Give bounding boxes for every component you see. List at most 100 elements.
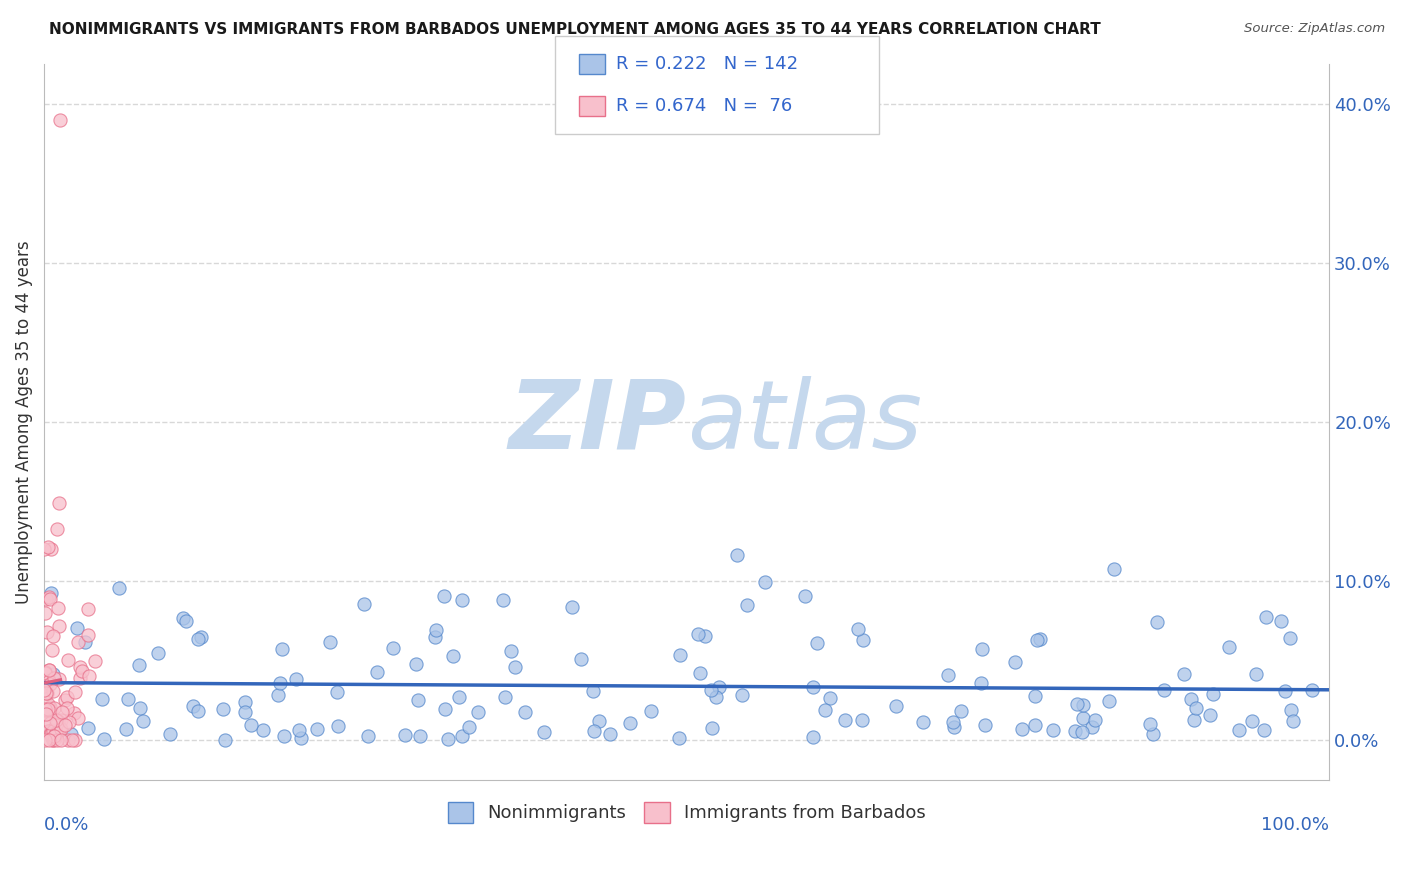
Point (66, 621, 89, 635)
Point (48, 721, 70, 735)
Point (449, 690, 471, 705)
Point (70, 664, 93, 678)
Point (285, 673, 308, 687)
Point (146, 646, 169, 660)
Point (1279, 703, 1302, 717)
Point (912, 714, 935, 729)
Point (318, 635, 340, 649)
Point (1071, 711, 1094, 725)
Point (38, 664, 60, 678)
Point (41, 730, 63, 744)
Point (58, 653, 80, 667)
Point (46, 714, 69, 728)
Point (45, 713, 67, 727)
Point (212, 702, 235, 716)
Point (515, 705, 537, 719)
Point (852, 632, 875, 647)
Point (34, 666, 56, 681)
Point (187, 632, 209, 647)
Point (973, 717, 995, 731)
Point (1270, 614, 1292, 628)
Point (353, 597, 375, 611)
Point (91, 692, 114, 706)
Point (63, 706, 86, 721)
Legend: Nonimmigrants, Immigrants from Barbados: Nonimmigrants, Immigrants from Barbados (443, 797, 931, 829)
Point (640, 704, 662, 718)
Point (77, 669, 100, 683)
Point (117, 691, 139, 706)
Point (599, 727, 621, 741)
Point (34, 714, 56, 728)
Point (794, 590, 817, 604)
Point (84, 654, 107, 668)
Point (37, 702, 59, 716)
Point (582, 683, 605, 698)
Point (1064, 723, 1087, 738)
Point (39, 705, 62, 719)
Point (1180, 692, 1202, 706)
Point (735, 599, 758, 613)
Point (39, 677, 62, 691)
Point (58, 715, 80, 730)
Point (42, 733, 65, 747)
Point (34, 733, 56, 747)
Text: 0.0%: 0.0% (44, 816, 90, 834)
Point (1153, 683, 1175, 698)
Point (53, 718, 76, 732)
Point (46, 601, 69, 615)
Point (77, 628, 100, 642)
Point (67, 711, 90, 725)
Point (803, 730, 825, 744)
Point (51, 722, 73, 736)
Point (730, 688, 752, 702)
Point (34, 724, 56, 739)
Point (159, 727, 181, 741)
Point (970, 642, 993, 657)
Point (273, 729, 295, 743)
Point (1146, 615, 1168, 630)
Point (34, 702, 56, 716)
Point (51, 713, 73, 727)
Point (408, 692, 430, 706)
Point (1227, 723, 1250, 737)
Point (42, 683, 65, 698)
Point (38, 590, 60, 604)
Point (240, 717, 263, 731)
Point (1025, 633, 1047, 648)
Text: NONIMMIGRANTS VS IMMIGRANTS FROM BARBADOS UNEMPLOYMENT AMONG AGES 35 TO 44 YEARS: NONIMMIGRANTS VS IMMIGRANTS FROM BARBADO… (49, 22, 1101, 37)
Point (38, 715, 60, 730)
Point (39, 585, 62, 599)
Point (37, 697, 59, 711)
Point (1244, 666, 1267, 681)
Point (846, 622, 869, 636)
Point (51, 733, 73, 747)
Point (37, 540, 59, 554)
Point (326, 685, 349, 699)
Point (700, 683, 723, 698)
Point (45, 522, 67, 536)
Point (501, 644, 523, 658)
Point (433, 702, 456, 716)
Point (801, 680, 824, 694)
Point (174, 614, 197, 628)
Point (35, 686, 58, 700)
Point (806, 636, 828, 650)
Point (437, 731, 460, 746)
Point (44, 731, 66, 746)
Point (1274, 683, 1296, 698)
Point (1102, 562, 1125, 576)
Point (1081, 720, 1104, 734)
Point (41, 723, 63, 738)
Text: Source: ZipAtlas.com: Source: ZipAtlas.com (1244, 22, 1385, 36)
Point (408, 729, 430, 743)
Point (423, 631, 446, 645)
Point (693, 629, 716, 643)
Point (233, 705, 256, 719)
Point (1024, 689, 1046, 703)
Point (77, 602, 100, 616)
Point (132, 714, 155, 728)
Point (1142, 726, 1164, 740)
Point (69, 660, 91, 674)
Point (366, 665, 388, 679)
Point (42, 732, 65, 747)
